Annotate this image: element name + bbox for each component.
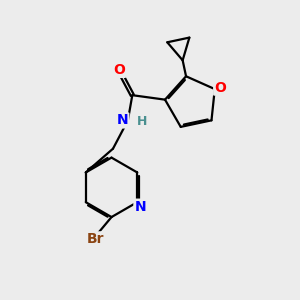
Text: H: H — [137, 116, 147, 128]
Text: O: O — [214, 81, 226, 94]
Text: O: O — [113, 63, 125, 77]
Text: Br: Br — [86, 232, 104, 246]
Text: N: N — [134, 200, 146, 214]
Text: N: N — [117, 113, 128, 128]
